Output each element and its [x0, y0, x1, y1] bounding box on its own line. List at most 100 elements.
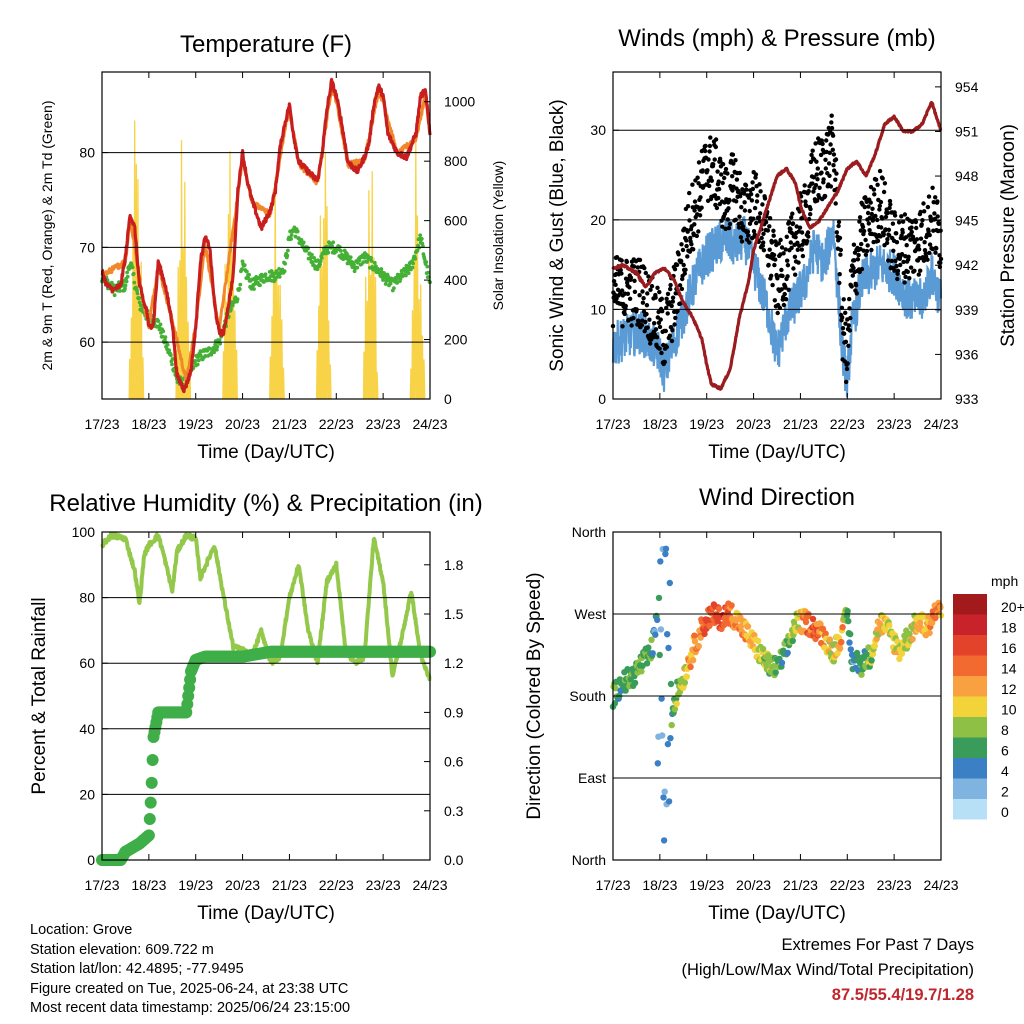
direction-point	[687, 663, 694, 671]
gust-point	[831, 152, 837, 157]
y-tick-label: 60	[79, 655, 95, 671]
gust-point	[789, 245, 794, 251]
sonic-wind-line	[611, 216, 943, 398]
direction-point	[715, 605, 723, 612]
gust-point	[886, 258, 891, 263]
direction-point	[689, 657, 697, 664]
dewpoint-point	[195, 362, 200, 367]
direction-point	[863, 651, 870, 658]
gust-point	[734, 177, 740, 182]
dewpoint-point	[193, 359, 198, 363]
gust-point	[878, 199, 884, 205]
gust-point	[859, 241, 864, 247]
x-tick-label: 17/23	[595, 877, 630, 893]
plot-frame	[101, 531, 431, 861]
dewpoint-point	[286, 248, 290, 253]
gust-point	[935, 214, 940, 219]
gust-point	[668, 282, 673, 288]
precipitation-point	[146, 754, 159, 766]
gust-point	[901, 259, 906, 265]
gust-point	[847, 328, 853, 333]
dewpoint-point	[165, 342, 170, 347]
gust-point	[753, 175, 758, 180]
direction-point	[658, 695, 665, 702]
dewpoint-point	[240, 267, 244, 271]
direction-point	[744, 623, 752, 630]
x-tick-label: 20/23	[225, 877, 260, 893]
x-tick-label: 19/23	[178, 416, 213, 432]
gust-point	[932, 211, 937, 216]
direction-point	[839, 624, 846, 631]
gust-point	[665, 311, 670, 316]
gust-point	[805, 230, 811, 235]
dewpoint-point	[170, 362, 174, 367]
gust-point	[861, 228, 867, 234]
gust-point	[872, 192, 877, 197]
gust-point	[726, 225, 732, 231]
gust-point	[643, 319, 648, 325]
gust-point	[813, 141, 818, 146]
gust-point	[909, 225, 914, 230]
gust-point	[647, 317, 652, 322]
gust-point	[786, 220, 792, 225]
gust-point	[767, 247, 772, 252]
dewpoint-point	[406, 267, 410, 272]
gust-point	[903, 274, 908, 280]
gust-point	[645, 291, 650, 296]
gust-point	[815, 177, 820, 182]
gust-point	[916, 272, 921, 277]
dewpoint-point	[137, 296, 142, 300]
dewpoint-point	[395, 281, 400, 285]
gust-point	[894, 231, 899, 236]
gust-point	[888, 202, 893, 207]
gust-point	[863, 237, 868, 243]
dewpoint-point	[258, 283, 262, 288]
gust-point	[873, 213, 878, 219]
gust-point	[877, 203, 882, 209]
y2-tick-label: 0.6	[444, 754, 464, 770]
gust-point	[808, 159, 814, 165]
direction-point	[673, 700, 680, 707]
direction-point	[906, 630, 913, 638]
y2-tick-label: 948	[955, 168, 979, 184]
precipitation-point	[142, 829, 155, 842]
gust-point	[706, 157, 711, 162]
gust-point	[814, 198, 820, 203]
gust-point	[730, 152, 736, 157]
gust-point	[649, 337, 654, 342]
legend-swatch	[953, 614, 987, 635]
dewpoint-point	[411, 261, 415, 266]
gust-point	[925, 204, 931, 210]
gust-point	[761, 248, 767, 253]
direction-point	[648, 636, 655, 643]
gust-point	[896, 220, 902, 225]
direction-point	[671, 706, 678, 713]
gust-point	[788, 240, 793, 245]
gust-point	[742, 200, 747, 205]
gust-point	[864, 248, 870, 254]
y-tick-label: 100	[72, 524, 96, 540]
gust-point	[909, 229, 914, 235]
gust-point	[850, 273, 855, 278]
gust-point	[761, 240, 766, 245]
x-tick-label: 23/23	[366, 416, 401, 432]
gust-point	[922, 248, 928, 253]
legend-label: 6	[1001, 743, 1009, 759]
gust-point	[734, 199, 739, 204]
gust-point	[849, 284, 854, 289]
gust-point	[814, 172, 819, 177]
x-tick-label: 22/23	[319, 416, 354, 432]
station-location: Location: Grove	[30, 922, 133, 938]
gust-point	[656, 320, 662, 325]
gust-point	[810, 148, 815, 153]
x-tick-label: 20/23	[736, 416, 771, 432]
gust-point	[814, 159, 819, 164]
gust-point	[614, 255, 620, 260]
y-tick-label: North	[572, 524, 606, 540]
gust-point	[869, 211, 874, 217]
gust-point	[793, 272, 798, 277]
gust-point	[692, 222, 697, 227]
direction-point	[652, 631, 659, 638]
gust-point	[737, 214, 742, 219]
gust-point	[921, 201, 926, 206]
